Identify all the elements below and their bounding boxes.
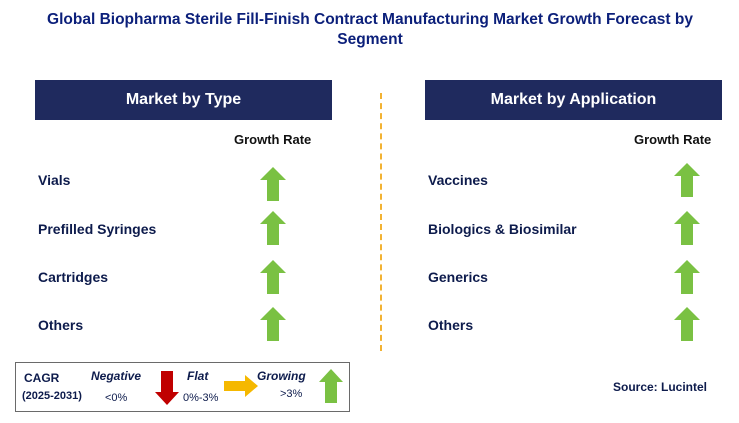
source-note: Source: Lucintel <box>613 380 708 394</box>
chart-title: Global Biopharma Sterile Fill-Finish Con… <box>47 11 693 48</box>
type-row-label: Prefilled Syringes <box>38 221 157 237</box>
growing-arrow-icon <box>674 211 700 245</box>
type-row-label: Others <box>38 317 84 333</box>
growing-arrow-icon <box>674 260 700 294</box>
cagr-legend: CAGR (2025-2031) Negative <0% Flat 0%-3%… <box>15 362 350 412</box>
legend-growing-label: Growing <box>257 369 306 383</box>
application-row-label: Others <box>428 317 474 333</box>
application-row-label: Vaccines <box>428 172 488 188</box>
legend-flat-range: 0%-3% <box>183 392 219 404</box>
growing-arrow-icon <box>260 211 286 245</box>
legend-cagr-label: CAGR <box>24 371 60 385</box>
right-growth-rate-header: Growth Rate <box>634 132 712 147</box>
legend-negative-label: Negative <box>91 369 142 383</box>
left-growth-rate-header: Growth Rate <box>234 132 312 147</box>
growing-arrow-icon <box>260 167 286 201</box>
growing-arrow-icon <box>674 163 700 197</box>
flat-arrow-icon <box>224 375 258 397</box>
application-row-label: Biologics & Biosimilar <box>428 221 577 237</box>
growing-arrow-icon <box>674 307 700 341</box>
market-by-type-header: Market by Type <box>35 80 332 120</box>
legend-negative-range: <0% <box>105 392 128 404</box>
legend-period: (2025-2031) <box>22 390 82 402</box>
growing-arrow-icon <box>260 260 286 294</box>
type-row-label: Vials <box>38 172 71 188</box>
application-row-label: Generics <box>428 269 488 285</box>
legend-growing-range: >3% <box>280 388 303 400</box>
legend-flat-label: Flat <box>187 369 209 383</box>
panel-divider <box>380 93 382 351</box>
type-row-label: Cartridges <box>38 269 109 285</box>
growing-arrow-icon <box>260 307 286 341</box>
negative-arrow-icon <box>155 371 179 405</box>
growing-arrow-icon <box>319 369 343 403</box>
market-by-application-header: Market by Application <box>425 80 722 120</box>
